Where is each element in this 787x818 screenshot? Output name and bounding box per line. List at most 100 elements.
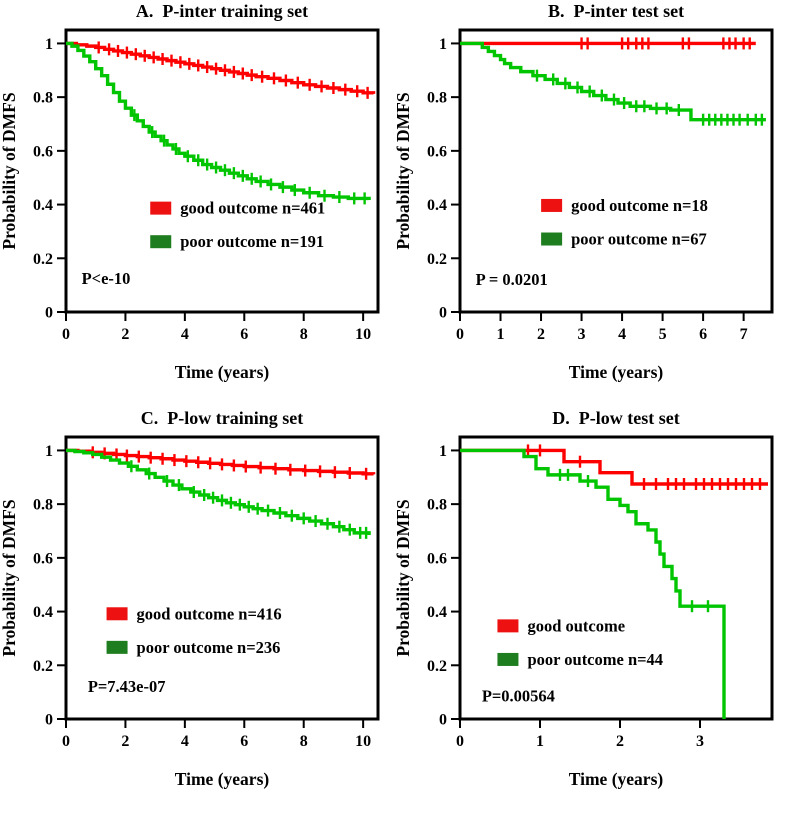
x-tick-label: 1 <box>536 733 544 750</box>
panel-a-p-inter-training: 0 2 4 6 8 10 0 0.2 0.4 0.6 0.8 1 good outcome n=461 p… <box>0 0 393 406</box>
x-tick-label: 10 <box>355 326 371 343</box>
survival-curve-poor <box>460 41 766 122</box>
km-plot-C: 0 2 4 6 8 10 0 0.2 0.4 0.6 0.8 1 good outcome n=416 p… <box>0 408 380 789</box>
x-axis-label: Time (years) <box>175 362 270 382</box>
p-value-label: P=0.00564 <box>482 687 555 706</box>
panel-c-p-low-training: 0 2 4 6 8 10 0 0.2 0.4 0.6 0.8 1 good outcome n=416 p… <box>0 407 393 813</box>
y-tick-label: 0.6 <box>33 143 53 160</box>
y-tick-label: 0.2 <box>33 658 53 675</box>
legend-label-good: good outcome n=18 <box>571 196 708 215</box>
survival-curve-good <box>460 448 768 486</box>
km-plot-B: 0 1 2 3 4 5 6 7 0 0.2 0.4 0.6 0.8 1 good outcome n=18 p… <box>393 1 774 382</box>
y-tick-label: 0.4 <box>33 197 53 214</box>
legend-swatch-good <box>541 198 563 212</box>
legend-swatch-good <box>106 607 128 621</box>
x-tick-label: 0 <box>62 326 70 343</box>
y-tick-label: 0.6 <box>33 550 53 567</box>
x-axis-label: Time (years) <box>175 769 270 789</box>
y-axis-label: Probability of DMFS <box>394 92 413 249</box>
legend-label-poor: poor outcome n=236 <box>137 638 281 657</box>
y-tick-label: 0.8 <box>33 497 53 514</box>
survival-curve-poor <box>460 448 726 719</box>
x-tick-label: 3 <box>696 733 704 750</box>
y-tick-label: 0.4 <box>427 197 447 214</box>
legend-label-poor: poor outcome n=67 <box>571 230 707 249</box>
y-tick-label: 0 <box>45 305 53 322</box>
x-tick-label: 3 <box>578 326 586 343</box>
legend-label-good: good outcome <box>527 616 625 635</box>
x-tick-label: 0 <box>456 733 464 750</box>
legend-swatch-good <box>497 619 519 633</box>
x-tick-label: 0 <box>456 326 464 343</box>
y-tick-label: 0.4 <box>427 604 447 621</box>
x-tick-label: 2 <box>121 733 129 750</box>
y-tick-label: 0.2 <box>427 658 447 675</box>
x-tick-label: 8 <box>300 733 308 750</box>
y-tick-label: 0.8 <box>33 90 53 107</box>
x-tick-label: 6 <box>240 733 248 750</box>
x-tick-label: 0 <box>62 733 70 750</box>
panel-d-p-low-test: 0 1 2 3 0 0.2 0.4 0.6 0.8 1 good outcome poor outco… <box>393 407 787 813</box>
km-plot-D: 0 1 2 3 0 0.2 0.4 0.6 0.8 1 good outcome poor outco… <box>393 408 774 789</box>
p-value-label: P = 0.0201 <box>476 270 548 289</box>
x-tick-label: 10 <box>355 733 371 750</box>
legend-swatch-poor <box>541 232 563 246</box>
y-axis-label: Probability of DMFS <box>394 499 413 656</box>
legend-label-poor: poor outcome n=191 <box>180 232 324 251</box>
y-tick-label: 0 <box>45 712 53 729</box>
y-axis-label: Probability of DMFS <box>0 499 19 656</box>
legend-label-poor: poor outcome n=44 <box>527 650 663 669</box>
survival-curve-good <box>66 41 376 95</box>
y-tick-label: 0 <box>439 712 447 729</box>
y-tick-label: 0.6 <box>427 550 447 567</box>
plot-border <box>64 28 380 314</box>
p-value-label: P<e-10 <box>82 269 131 288</box>
x-tick-label: 4 <box>618 326 626 343</box>
y-tick-label: 1 <box>45 36 53 53</box>
plot-border <box>458 28 774 314</box>
x-tick-label: 4 <box>181 733 189 750</box>
panel-title: D. P-low test set <box>552 408 679 428</box>
y-tick-label: 1 <box>439 36 447 53</box>
x-tick-label: 7 <box>740 326 748 343</box>
legend-swatch-poor <box>106 640 128 654</box>
x-axis-label: Time (years) <box>569 362 664 382</box>
legend-label-good: good outcome n=461 <box>180 199 325 218</box>
y-tick-label: 0 <box>439 305 447 322</box>
legend-swatch-poor <box>150 235 172 249</box>
x-tick-label: 5 <box>659 326 667 343</box>
legend-swatch-poor <box>497 652 519 666</box>
p-value-label: P=7.43e-07 <box>88 677 166 696</box>
legend-label-good: good outcome n=416 <box>137 604 282 623</box>
x-axis-label: Time (years) <box>569 769 664 789</box>
panel-title: A. P-inter training set <box>136 1 308 21</box>
x-tick-label: 2 <box>616 733 624 750</box>
y-tick-label: 1 <box>45 443 53 460</box>
y-tick-label: 0.2 <box>33 251 53 268</box>
legend-swatch-good <box>150 201 172 215</box>
survival-curve-good <box>66 448 376 476</box>
x-tick-label: 8 <box>300 326 308 343</box>
survival-curve-poor <box>66 41 371 201</box>
y-tick-label: 0.8 <box>427 497 447 514</box>
x-tick-label: 1 <box>497 326 505 343</box>
x-tick-label: 4 <box>181 326 189 343</box>
x-tick-label: 2 <box>537 326 545 343</box>
y-tick-label: 0.6 <box>427 143 447 160</box>
plot-border <box>64 435 380 721</box>
x-tick-label: 6 <box>699 326 707 343</box>
panel-title: C. P-low training set <box>141 408 303 428</box>
y-tick-label: 1 <box>439 443 447 460</box>
panel-b-p-inter-test: 0 1 2 3 4 5 6 7 0 0.2 0.4 0.6 0.8 1 good outcome n=18 p… <box>393 0 787 406</box>
x-tick-label: 2 <box>121 326 129 343</box>
survival-curve-poor <box>66 448 371 536</box>
panel-title: B. P-inter test set <box>548 1 684 21</box>
y-tick-label: 0.2 <box>427 251 447 268</box>
y-tick-label: 0.8 <box>427 90 447 107</box>
plot-border <box>458 435 774 721</box>
x-tick-label: 6 <box>240 326 248 343</box>
km-plot-A: 0 2 4 6 8 10 0 0.2 0.4 0.6 0.8 1 good outcome n=461 p… <box>0 1 380 382</box>
y-tick-label: 0.4 <box>33 604 53 621</box>
y-axis-label: Probability of DMFS <box>0 92 19 249</box>
